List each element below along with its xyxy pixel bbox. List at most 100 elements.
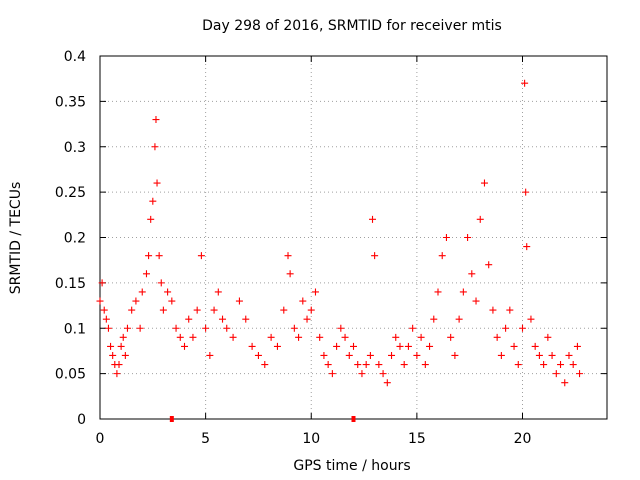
data-point bbox=[531, 342, 539, 350]
data-point bbox=[100, 306, 108, 314]
data-point bbox=[132, 297, 140, 305]
data-point bbox=[176, 333, 184, 341]
data-point bbox=[284, 252, 292, 260]
data-point bbox=[145, 252, 153, 260]
data-point bbox=[341, 333, 349, 341]
data-points bbox=[96, 79, 584, 387]
data-point bbox=[219, 315, 227, 323]
data-point bbox=[107, 342, 115, 350]
data-point bbox=[223, 324, 231, 332]
data-point bbox=[354, 361, 362, 369]
data-point bbox=[413, 351, 421, 359]
data-point bbox=[438, 252, 446, 260]
data-point bbox=[522, 188, 530, 196]
data-point bbox=[242, 315, 250, 323]
y-tick-label: 0.3 bbox=[64, 140, 86, 156]
y-axis-label: SRMTID / TECUs bbox=[8, 182, 24, 295]
data-point bbox=[295, 333, 303, 341]
data-point bbox=[261, 361, 269, 369]
data-point bbox=[303, 315, 311, 323]
x-tick-label: 10 bbox=[302, 431, 320, 447]
data-point bbox=[123, 324, 131, 332]
data-point bbox=[523, 243, 531, 251]
data-point bbox=[350, 342, 357, 350]
data-point bbox=[152, 116, 160, 124]
data-point bbox=[442, 234, 450, 241]
data-point bbox=[369, 215, 377, 223]
data-point bbox=[206, 351, 214, 359]
data-point bbox=[109, 351, 117, 359]
data-point bbox=[299, 297, 307, 305]
data-point bbox=[464, 234, 472, 241]
x-tick-label: 5 bbox=[201, 431, 210, 447]
data-point bbox=[552, 370, 560, 378]
data-point bbox=[210, 306, 218, 314]
data-point bbox=[396, 342, 404, 350]
data-point bbox=[557, 361, 565, 369]
data-point bbox=[447, 333, 455, 341]
data-point bbox=[102, 315, 110, 323]
data-point bbox=[254, 351, 262, 359]
data-point bbox=[510, 342, 518, 350]
data-point bbox=[328, 370, 336, 378]
data-point bbox=[168, 297, 176, 305]
data-point bbox=[214, 288, 222, 296]
data-point bbox=[485, 261, 493, 269]
data-point bbox=[267, 333, 275, 341]
data-point bbox=[117, 342, 125, 350]
data-point bbox=[307, 306, 315, 314]
data-point bbox=[142, 270, 150, 278]
data-point bbox=[544, 333, 552, 341]
data-point bbox=[98, 279, 106, 287]
data-point bbox=[235, 297, 243, 305]
data-point bbox=[164, 288, 172, 296]
x-tick-label: 20 bbox=[514, 431, 532, 447]
x-tick-label: 15 bbox=[408, 431, 426, 447]
data-point bbox=[229, 333, 237, 341]
data-point bbox=[362, 361, 370, 369]
data-point bbox=[565, 351, 573, 359]
axis-markers bbox=[169, 416, 356, 422]
data-point bbox=[280, 306, 288, 314]
x-axis-label: GPS time / hours bbox=[293, 458, 410, 474]
data-point bbox=[527, 315, 535, 323]
y-tick-label: 0 bbox=[77, 412, 86, 428]
data-point bbox=[548, 351, 556, 359]
data-point bbox=[497, 351, 505, 359]
data-point bbox=[151, 143, 159, 151]
data-point bbox=[379, 370, 387, 378]
data-point bbox=[119, 333, 127, 341]
axis-ticks: 0 5 10 15 20 0 0.05 0.1 0.15 0.2 0.25 0.3 0.35 0.4 bbox=[55, 49, 607, 447]
data-point bbox=[273, 342, 281, 350]
data-point bbox=[136, 324, 144, 332]
data-point bbox=[472, 297, 480, 305]
data-point bbox=[153, 179, 161, 187]
axis-marker bbox=[351, 416, 356, 422]
y-tick-label: 0.15 bbox=[55, 276, 86, 292]
chart-title: Day 298 of 2016, SRMTID for receiver mti… bbox=[202, 18, 502, 34]
data-point bbox=[286, 270, 294, 278]
data-point bbox=[155, 252, 163, 260]
data-point bbox=[316, 333, 324, 341]
data-point bbox=[96, 297, 104, 305]
data-point bbox=[392, 333, 400, 341]
data-point bbox=[426, 342, 434, 350]
data-point bbox=[290, 324, 298, 332]
data-point bbox=[569, 361, 577, 369]
data-point bbox=[375, 361, 383, 369]
y-tick-label: 0.1 bbox=[64, 321, 86, 337]
y-tick-label: 0.2 bbox=[64, 231, 86, 247]
data-point bbox=[434, 288, 442, 296]
grid bbox=[99, 55, 607, 420]
data-point bbox=[480, 179, 488, 187]
data-point bbox=[430, 315, 438, 323]
data-point bbox=[181, 342, 188, 350]
data-point bbox=[459, 288, 467, 296]
data-point bbox=[193, 306, 201, 314]
data-point bbox=[202, 324, 210, 332]
data-point bbox=[455, 315, 463, 323]
data-point bbox=[121, 351, 129, 359]
data-point bbox=[189, 333, 197, 341]
data-point bbox=[421, 361, 429, 369]
data-point bbox=[311, 288, 319, 296]
